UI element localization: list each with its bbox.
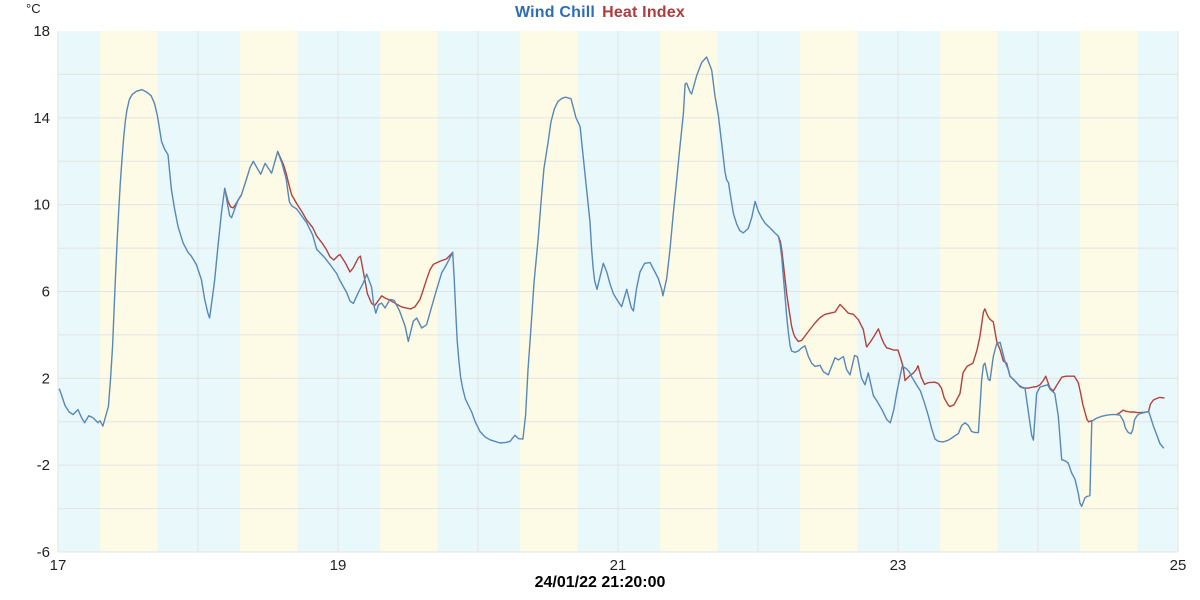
y-axis-unit-label: °C	[26, 1, 41, 16]
wind-chill-line	[58, 56, 1165, 508]
chart-plot-area[interactable]	[58, 31, 1178, 552]
current-datetime-label: 24/01/22 21:20:00	[534, 574, 666, 591]
y-tick-label: -2	[37, 457, 50, 474]
y-tick-label: 14	[33, 110, 50, 127]
series-heatindex-label: Heat Index	[602, 4, 685, 21]
y-tick-label: -6	[37, 544, 50, 561]
x-tick-label: 17	[50, 557, 67, 574]
y-tick-label: 10	[33, 197, 50, 214]
y-tick-label: 2	[42, 370, 50, 387]
x-tick-label: 19	[330, 557, 347, 574]
chart-title: Wind Chill Heat Index	[0, 4, 1200, 22]
x-tick-label: 21	[610, 557, 627, 574]
heat-index-line	[277, 150, 454, 310]
y-tick-label: 18	[33, 23, 50, 40]
y-tick-label: 6	[42, 284, 50, 301]
heat-index-line	[777, 235, 1093, 423]
x-tick-label: 25	[1170, 557, 1187, 574]
series-windchill-label: Wind Chill	[515, 4, 596, 21]
x-tick-label: 23	[890, 557, 907, 574]
